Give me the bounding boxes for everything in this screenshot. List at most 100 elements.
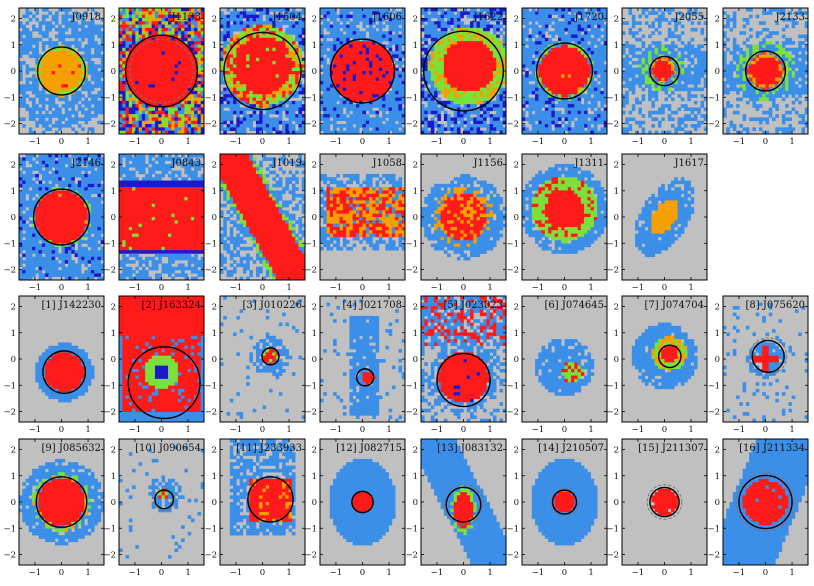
x-tick-label: −1 [431, 283, 444, 293]
panel-label: J1606 [372, 12, 402, 23]
x-tick-label: −1 [330, 137, 343, 147]
y-tick-label: −1 [3, 239, 16, 249]
panel-16j211334: −1 0 1 −2 −1 0 1 2 [16] J211334 [707, 438, 809, 578]
x-tick-label: 0 [260, 568, 265, 578]
x-tick-label: −1 [532, 283, 545, 293]
x-tick-label: 0 [562, 568, 567, 578]
y-tick-label: −2 [3, 408, 16, 418]
heatmap-cells [522, 154, 607, 280]
panel-5j023023: −1 0 1 −2 −1 0 1 2 [5] J023023 [405, 295, 507, 435]
x-tick-label: 0 [461, 425, 466, 435]
dashed-circle [747, 53, 784, 89]
y-tick-label: 1 [514, 472, 519, 482]
y-tick-label: −2 [707, 120, 720, 130]
panel-1j142230: −1 0 1 −2 −1 0 1 2 [1] J142230 [3, 295, 105, 435]
y-tick-label: 1 [11, 41, 16, 51]
heatmap-cells [119, 154, 204, 280]
y-tick-label: 2 [312, 15, 317, 25]
heatmap-cells [622, 154, 707, 280]
x-tick-label: 1 [588, 137, 593, 147]
y-tick-label: 2 [413, 15, 418, 25]
y-tick-label: 0 [413, 355, 418, 365]
heatmap-cells [421, 296, 506, 422]
y-tick-label: −2 [506, 551, 519, 561]
y-tick-label: −2 [506, 120, 519, 130]
y-tick-label: 2 [614, 446, 619, 456]
y-tick-label: 1 [11, 329, 16, 339]
solid-circle [154, 489, 175, 510]
x-tick-label: 0 [360, 283, 365, 293]
panel-label: [11] J233933 [236, 443, 302, 454]
solid-circle [223, 31, 302, 111]
solid-circle [355, 368, 375, 387]
y-tick-label: 0 [514, 213, 519, 223]
x-tick-label: 0 [662, 137, 667, 147]
heatmap-cells [19, 296, 104, 422]
panel-15j211307: −1 0 1 −2 −1 0 1 2 [15] J211307 [606, 438, 708, 578]
dashed-circle [129, 38, 194, 104]
x-tick-label: 0 [461, 283, 466, 293]
x-tick-label: 0 [562, 425, 567, 435]
x-tick-label: 1 [286, 568, 291, 578]
heatmap-cells [119, 439, 204, 565]
x-tick-label: 0 [562, 137, 567, 147]
panel-label: [5] J023023 [443, 300, 503, 311]
y-tick-label: 2 [111, 15, 116, 25]
panel-label: J2146 [71, 158, 101, 169]
panel-j1617: −1 0 1 −2 −1 0 1 2 J1617 [606, 153, 708, 293]
dashed-circle [652, 58, 677, 84]
y-tick-label: −2 [204, 120, 217, 130]
x-tick-label: −1 [29, 425, 42, 435]
y-tick-label: 1 [312, 472, 317, 482]
y-tick-label: 0 [312, 355, 317, 365]
x-tick-label: 1 [688, 283, 693, 293]
x-tick-label: 1 [789, 425, 794, 435]
x-tick-label: −1 [330, 425, 343, 435]
solid-circle [124, 34, 199, 108]
panel-label: [7] J074704 [644, 300, 704, 311]
y-tick-label: 0 [111, 67, 116, 77]
y-tick-label: 1 [514, 41, 519, 51]
y-tick-label: −2 [707, 551, 720, 561]
dashed-circle [735, 472, 796, 532]
panel-label: [4] J021708 [342, 300, 402, 311]
y-tick-label: 1 [212, 41, 217, 51]
y-tick-label: −1 [405, 524, 418, 534]
panel-4j021708: −1 0 1 −2 −1 0 1 2 [4] J021708 [304, 295, 406, 435]
y-tick-label: 1 [212, 187, 217, 197]
y-tick-label: −1 [103, 524, 116, 534]
panel-9j085632: −1 0 1 −2 −1 0 1 2 [9] J085632 [3, 438, 105, 578]
heatmap-cells [220, 296, 305, 422]
y-tick-label: −1 [405, 93, 418, 103]
heatmap-cells [421, 439, 506, 565]
y-tick-label: −2 [405, 551, 418, 561]
x-tick-label: −1 [230, 568, 243, 578]
y-tick-label: 0 [715, 498, 720, 508]
y-tick-label: 0 [212, 67, 217, 77]
x-tick-label: 0 [159, 137, 164, 147]
heatmap-cells [622, 296, 707, 422]
y-tick-label: −1 [204, 524, 217, 534]
y-tick-label: −1 [304, 93, 317, 103]
x-tick-label: −1 [632, 283, 645, 293]
panel-j1133: −1 0 1 −2 −1 0 1 2 J1133 [103, 7, 205, 147]
panel-8j075620: −1 0 1 −2 −1 0 1 2 [8] J075620 [707, 295, 809, 435]
heatmap-cells [723, 439, 808, 565]
y-tick-label: 0 [514, 355, 519, 365]
solid-circle [35, 476, 88, 528]
y-tick-label: 2 [111, 161, 116, 171]
x-tick-label: 1 [85, 568, 90, 578]
solid-circle [744, 50, 787, 92]
y-tick-label: 1 [614, 187, 619, 197]
panel-label: J2133 [775, 12, 805, 23]
solid-circle [36, 46, 87, 96]
x-tick-label: −1 [532, 425, 545, 435]
y-tick-label: 1 [312, 41, 317, 51]
x-tick-label: 1 [487, 425, 492, 435]
y-tick-label: −1 [606, 93, 619, 103]
solid-circle [445, 486, 482, 523]
panel-12j082715: −1 0 1 −2 −1 0 1 2 [12] J082715 [304, 438, 406, 578]
x-tick-label: 1 [588, 283, 593, 293]
y-tick-label: −2 [103, 266, 116, 276]
y-tick-label: 1 [614, 41, 619, 51]
